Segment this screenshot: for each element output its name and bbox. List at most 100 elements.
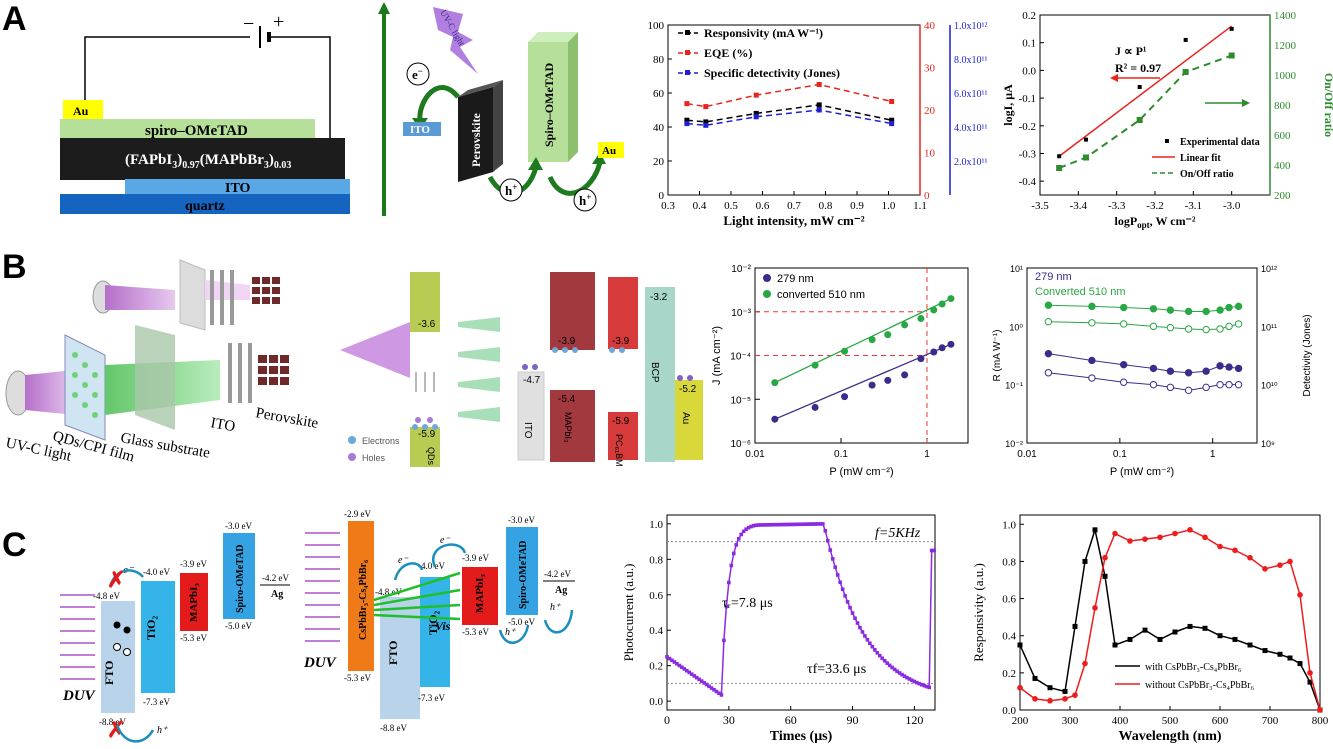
r2-label: R² = 0.97: [1115, 61, 1161, 75]
data-point: [667, 656, 672, 661]
data-point: [1057, 154, 1062, 159]
data-point: [771, 522, 776, 527]
svg-text:MAPbI₃: MAPbI₃: [474, 574, 486, 613]
data-point: [855, 621, 860, 625]
y-axis-label: Responsivity (a.u.): [971, 563, 986, 662]
au-label: Au: [602, 145, 616, 157]
data-point: [1202, 625, 1208, 631]
data-point: [1202, 383, 1210, 392]
data-point: [930, 348, 938, 356]
data-point: [892, 667, 897, 672]
data-point: [684, 101, 690, 107]
cspbbr-block: [348, 521, 374, 671]
x-tick-label: 1.1: [913, 200, 927, 212]
y-tick-label: 40: [653, 122, 665, 134]
svg-text:-5.4: -5.4: [558, 394, 576, 405]
mapi-block: [180, 573, 208, 631]
perovskite-label: Perovskite: [254, 405, 319, 432]
data-point: [902, 674, 907, 678]
data-point: [1149, 380, 1158, 389]
data-point: [1216, 380, 1224, 389]
svg-text:Spiro-OMeTAD: Spiro-OMeTAD: [518, 540, 529, 609]
x-tick-label: 0.4: [693, 200, 707, 212]
svg-text:BCP: BCP: [649, 362, 660, 383]
y-right2-tick-label: 8.0x10¹¹: [954, 55, 988, 66]
svg-text:QDs: QDs: [426, 447, 436, 466]
data-point: [816, 82, 822, 87]
plot-frame: [666, 514, 936, 711]
data-point: [703, 104, 709, 110]
data-point: [1307, 679, 1313, 685]
data-point: [684, 668, 689, 673]
data-point: [927, 685, 932, 690]
y-tick-label: 0.4: [649, 625, 663, 637]
data-point: [1044, 301, 1053, 309]
y-right-tick-label: 10⁹: [1261, 439, 1275, 449]
data-point: [694, 675, 699, 680]
data-point: [889, 117, 895, 123]
x-tick-label: 500: [1162, 715, 1179, 727]
y-tick-label: 0.8: [649, 554, 663, 566]
data-point: [1216, 362, 1224, 370]
chart-responsivity-wavelength: 200 300 400 500 600 700 800 0.0 0.2 0.4 0.6 0.8 1.0 w…: [971, 514, 1329, 744]
data-point: [766, 523, 771, 527]
data-point: [1317, 707, 1323, 713]
data-point: [838, 580, 842, 585]
svg-text:-3.9: -3.9: [558, 336, 576, 347]
series-line: [686, 83, 892, 108]
svg-text:-3.9 eV: -3.9 eV: [462, 553, 489, 563]
spiro-label: Spiro–OMeTAD: [542, 62, 556, 147]
linear-fit-line: [1058, 25, 1233, 157]
data-point: [682, 667, 687, 671]
y-right2-tick-label: 1.0x10¹²: [954, 21, 988, 32]
data-point: [901, 321, 909, 329]
data-point: [910, 678, 914, 683]
y-tick-label: 10⁻³: [731, 308, 751, 319]
energy-diagram-b: -3.6 -5.9 QDs Electrons Holes -4.7 ITO -…: [340, 272, 703, 467]
data-point: [687, 670, 692, 675]
data-point: [703, 122, 709, 128]
y-tick-label: 0.2: [1002, 668, 1016, 680]
device-stack-diagram: − + Au spiro–OMeTAD (FAPbI3)0.97(MAPbBr3…: [60, 11, 350, 214]
data-point: [870, 644, 875, 649]
svg-text:ITO: ITO: [522, 422, 533, 439]
data-point: [917, 315, 925, 323]
y-right2-tick-label: 6.0x10¹¹: [954, 89, 988, 100]
au-label: Au: [73, 104, 89, 118]
data-point: [833, 565, 838, 569]
svg-text:MAPbI₃: MAPbI₃: [563, 412, 573, 443]
x-tick-label: 600: [1212, 715, 1229, 727]
data-point: [759, 523, 763, 527]
data-point: [897, 671, 902, 675]
data-point: [1072, 692, 1078, 698]
data-point: [689, 672, 694, 676]
data-point: [917, 355, 925, 363]
onoff-point: [1136, 117, 1143, 123]
data-point: [704, 682, 709, 687]
legend-label: with CsPbBr₃-Cs₄PbBr₆: [1145, 662, 1242, 673]
y-right-tick-label: 200: [1274, 190, 1291, 202]
x-tick-label: 700: [1262, 715, 1279, 727]
y-tick-label: 0.2: [1022, 10, 1036, 22]
data-point: [1157, 636, 1163, 642]
band-diagram-c1: DUV FTO -4.8 eV -8.8 eV TiO₂ -4.0 eV -7.…: [60, 521, 290, 743]
svg-text:Spiro-OMeTAD: Spiro-OMeTAD: [235, 544, 246, 613]
legend-label: EQE (%): [704, 46, 752, 60]
data-point: [719, 693, 724, 697]
svg-text:-5.9: -5.9: [418, 429, 436, 440]
data-point: [823, 529, 828, 533]
data-point: [1119, 378, 1128, 386]
y-tick-label: 10⁻⁵: [730, 395, 751, 406]
data-point: [813, 522, 818, 526]
data-point: [1032, 675, 1038, 681]
x-tick-label: 90: [847, 713, 859, 727]
y-right-tick-label: 400: [1274, 160, 1291, 172]
legend-marker: [685, 50, 690, 55]
data-point: [884, 376, 892, 384]
svg-text:-4.8 eV: -4.8 eV: [93, 591, 120, 601]
legend-label: 279 nm: [1035, 271, 1072, 283]
data-point: [873, 648, 877, 652]
data-point: [938, 300, 946, 308]
y-right-tick-label: 1400: [1274, 10, 1297, 22]
legend-label: 279 nm: [777, 273, 814, 285]
